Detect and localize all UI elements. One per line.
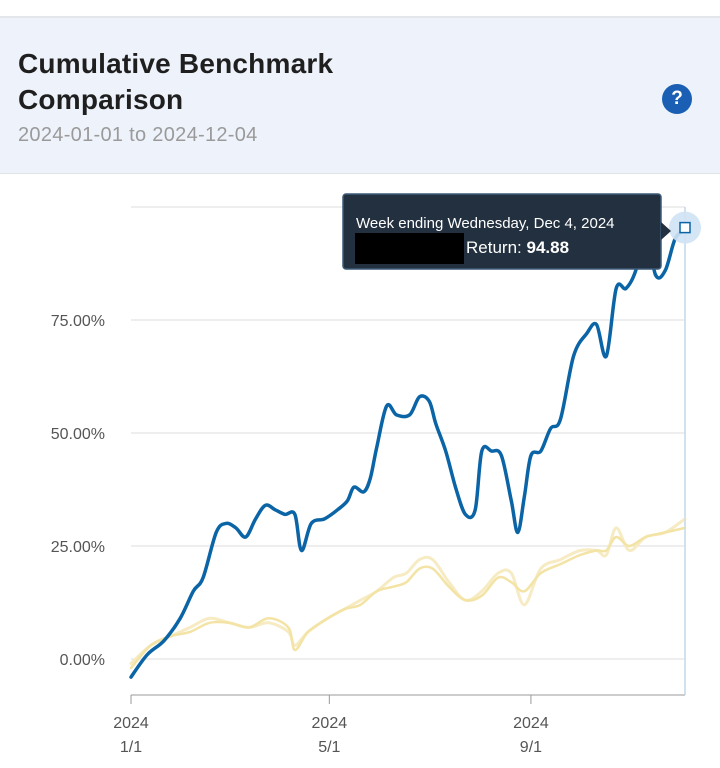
x-tick-label-year: 2024 [312, 715, 348, 732]
tooltip-return-value: 94.88 [526, 238, 569, 257]
x-tick-label-year: 2024 [513, 715, 549, 732]
series-lines [129, 227, 687, 679]
x-tick-label-date: 9/1 [520, 739, 542, 756]
tooltip-title: Week ending Wednesday, Dec 4, 2024 [356, 215, 615, 232]
page-title: Cumulative Benchmark Comparison [18, 48, 334, 115]
y-tick-label: 0.00% [60, 652, 105, 669]
chart-header: Cumulative Benchmark Comparison 2024-01-… [0, 18, 720, 174]
y-tick-label: 50.00% [51, 426, 105, 443]
question-circle-icon[interactable]: ? [662, 84, 692, 114]
top-divider [0, 16, 720, 18]
tooltip-return: Return: 94.88 [466, 238, 569, 257]
y-tick-label: 25.00% [51, 539, 105, 556]
x-tick-label-date: 1/1 [120, 739, 142, 756]
x-axis: 2024 1/1 2024 5/1 2024 9/1 [113, 694, 685, 756]
tooltip-pointer [661, 222, 671, 240]
y-axis-ticks: 0.00% 25.00% 50.00% 75.00% [51, 313, 105, 669]
series-line-primary [129, 227, 687, 679]
x-tick-label-year: 2024 [113, 715, 149, 732]
tooltip: Week ending Wednesday, Dec 4, 2024 Retur… [342, 193, 671, 270]
date-range: 2024-01-01 to 2024-12-04 [18, 124, 258, 146]
series-line-benchmark-a [129, 526, 687, 670]
tooltip-redacted-label [355, 233, 464, 264]
x-tick-label-date: 5/1 [318, 739, 340, 756]
y-tick-label: 75.00% [51, 313, 105, 330]
hover-marker-point[interactable] [679, 221, 691, 234]
tooltip-return-label: Return: [466, 238, 526, 257]
hover-marker[interactable] [669, 211, 701, 244]
